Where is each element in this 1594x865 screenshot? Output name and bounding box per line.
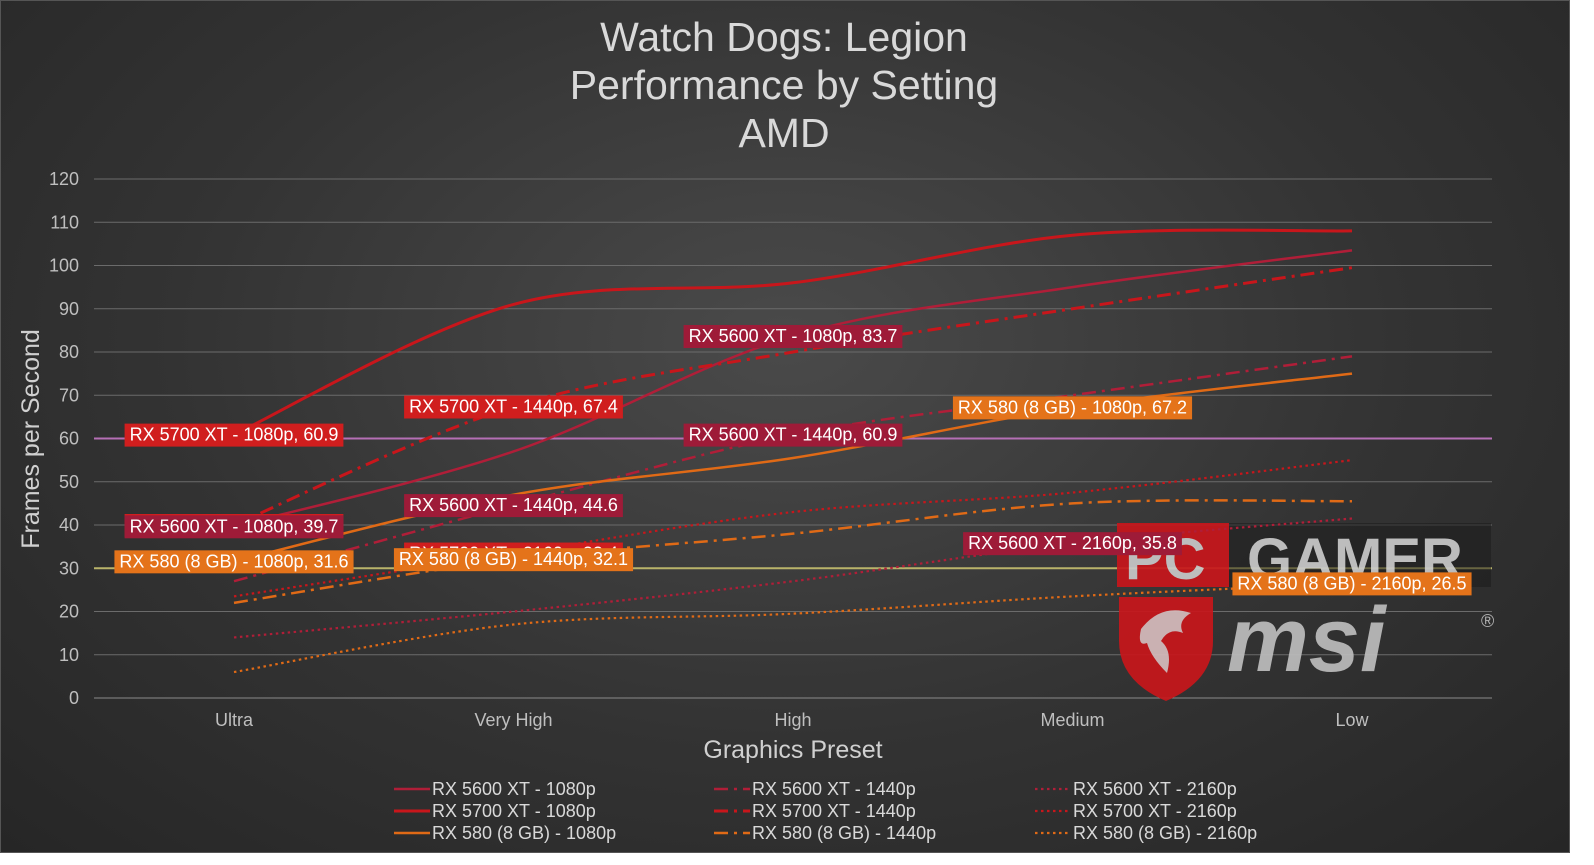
x-tick-label: Low [1335, 710, 1369, 730]
chart-title-line: AMD [738, 110, 829, 156]
series-line-4 [233, 266, 1353, 527]
data-label-text: RX 5600 XT - 2160p, 35.8 [968, 533, 1177, 553]
data-label: RX 5600 XT - 1080p, 39.7 [124, 515, 344, 539]
y-tick-label: 120 [49, 169, 79, 189]
y-axis-ticks: 0 10 20 30 40 50 60 70 80 90 100 110 120 [49, 169, 79, 708]
registered-mark: ® [1481, 611, 1494, 631]
x-axis-title: Graphics Preset [703, 736, 882, 764]
legend-label: RX 5600 XT - 1080p [432, 779, 596, 799]
data-label-text: RX 5600 XT - 1080p, 39.7 [130, 516, 339, 536]
legend: RX 5600 XT - 1080p RX 5600 XT - 1440p RX 5… [394, 779, 1257, 843]
legend-label: RX 5600 XT - 1440p [752, 779, 916, 799]
legend-label: RX 5700 XT - 1080p [432, 801, 596, 821]
legend-item: RX 5700 XT - 1080p [394, 801, 596, 821]
legend-item: RX 5700 XT - 1440p [714, 801, 916, 821]
legend-label: RX 580 (8 GB) - 2160p [1073, 823, 1257, 843]
x-tick-label: Very High [474, 710, 552, 730]
data-label: RX 5600 XT - 2160p, 35.8 [963, 532, 1182, 556]
y-tick-label: 90 [59, 299, 79, 319]
legend-label: RX 580 (8 GB) - 1080p [432, 823, 616, 843]
data-label-background [124, 423, 344, 447]
legend-label: RX 5700 XT - 1440p [752, 801, 916, 821]
data-label-background [114, 550, 354, 574]
data-label: RX 580 (8 GB) - 1080p, 31.6 [114, 550, 354, 574]
data-label-text: RX 5600 XT - 1440p, 44.6 [409, 495, 618, 515]
y-tick-label: 40 [59, 515, 79, 535]
data-label: RX 580 (8 GB) - 1440p, 32.1 [393, 548, 634, 572]
series-line-1 [233, 355, 1353, 583]
data-label: RX 5700 XT - 1080p, 60.9 [124, 423, 344, 447]
legend-item: RX 5600 XT - 1080p [394, 779, 596, 799]
data-label-text: RX 5600 XT - 1440p, 60.9 [689, 425, 898, 445]
dragon-shape [1139, 610, 1191, 673]
y-tick-label: 30 [59, 558, 79, 578]
series-line-7 [233, 499, 1353, 605]
data-label-text: RX 580 (8 GB) - 1080p, 31.6 [119, 551, 348, 571]
legend-label: RX 5600 XT - 2160p [1073, 779, 1237, 799]
axis-titles: Graphics Preset Frames per Second [17, 329, 883, 764]
legend-label: RX 5700 XT - 2160p [1073, 801, 1237, 821]
legend-item: RX 5600 XT - 2160p [1035, 779, 1237, 799]
x-tick-label: High [774, 710, 811, 730]
y-tick-label: 70 [59, 385, 79, 405]
x-tick-label: Medium [1040, 710, 1104, 730]
data-label-background [1232, 572, 1472, 596]
y-tick-label: 110 [50, 212, 79, 232]
y-axis-title: Frames per Second [17, 329, 45, 549]
legend-item: RX 580 (8 GB) - 2160p [1035, 823, 1257, 843]
y-tick-label: 100 [49, 256, 79, 276]
chart-title-line: Performance by Setting [570, 62, 998, 108]
chart-title-line: Watch Dogs: Legion [600, 14, 968, 60]
legend-item: RX 5700 XT - 2160p [1035, 801, 1237, 821]
data-label-background [952, 396, 1193, 420]
data-label-text: RX 5700 XT - 1080p, 60.9 [130, 425, 339, 445]
legend-item: RX 580 (8 GB) - 1440p [714, 823, 936, 843]
data-label-background [124, 515, 344, 539]
data-label: RX 5600 XT - 1440p, 60.9 [683, 423, 903, 447]
data-label-background [404, 395, 623, 419]
legend-label: RX 580 (8 GB) - 1440p [752, 823, 936, 843]
gridlines [94, 178, 1492, 699]
data-label-text: RX 5700 XT - 1440p, 67.4 [409, 396, 618, 416]
y-tick-label: 50 [59, 472, 79, 492]
series-line-3 [233, 228, 1353, 436]
series-line-5 [233, 459, 1353, 598]
data-label: RX 580 (8 GB) - 1080p, 67.2 [952, 396, 1193, 420]
y-tick-label: 80 [59, 342, 79, 362]
data-label-background [393, 548, 634, 572]
y-tick-label: 20 [59, 602, 79, 622]
data-label-background [404, 494, 623, 518]
chart-frame: Watch Dogs: Legion Performance by Setting… [0, 0, 1570, 853]
legend-item: RX 5600 XT - 1440p [714, 779, 916, 799]
x-axis-ticks: Ultra Very High High Medium Low [215, 710, 1370, 730]
data-label: RX 580 (8 GB) - 2160p, 26.5 [1232, 572, 1472, 596]
y-tick-label: 10 [59, 645, 79, 665]
data-label: RX 5700 XT - 1440p, 67.4 [404, 395, 623, 419]
series-line-0 [233, 249, 1353, 528]
data-label-background [683, 423, 903, 447]
data-label-text: RX 580 (8 GB) - 2160p, 26.5 [1237, 573, 1466, 593]
data-label-background [683, 324, 903, 348]
data-label: RX 5600 XT - 1440p, 44.6 [404, 494, 623, 518]
y-tick-label: 60 [59, 429, 79, 449]
data-label-text: RX 580 (8 GB) - 1080p, 67.2 [958, 397, 1187, 417]
msi-logo-text: msi [1227, 589, 1388, 691]
data-label: RX 5600 XT - 1080p, 83.7 [683, 324, 903, 348]
pc-gamer-msi-watermark: PC GAMER msi ® [1117, 523, 1494, 701]
data-label-text: RX 580 (8 GB) - 1440p, 32.1 [399, 549, 628, 569]
x-tick-label: Ultra [215, 710, 254, 730]
data-labels: RX 5700 XT - 1080p, 60.9 RX 5700 XT - 144… [114, 324, 1472, 596]
legend-item: RX 580 (8 GB) - 1080p [394, 823, 616, 843]
y-tick-label: 0 [69, 688, 79, 708]
data-label-text: RX 5600 XT - 1080p, 83.7 [689, 326, 898, 346]
data-label-background [963, 532, 1182, 556]
